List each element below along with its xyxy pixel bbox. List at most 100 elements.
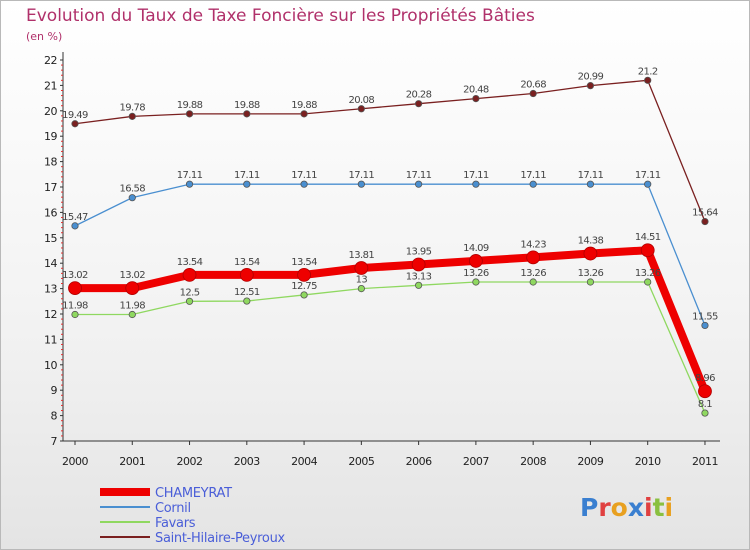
data-point xyxy=(586,180,595,188)
data-label: 13.26 xyxy=(635,268,661,279)
data-label: 17.11 xyxy=(578,170,604,181)
data-label: 19.88 xyxy=(177,100,203,111)
x-tick-label: 2001 xyxy=(119,455,145,468)
data-point xyxy=(185,110,194,118)
x-tick-label: 2009 xyxy=(577,455,603,468)
data-point xyxy=(68,281,82,295)
data-point xyxy=(644,76,652,84)
data-label: 20.48 xyxy=(463,85,489,96)
data-point xyxy=(472,180,480,188)
y-tick-label: 7 xyxy=(51,435,58,448)
data-point xyxy=(644,180,652,188)
data-point xyxy=(701,217,709,226)
data-label: 13.54 xyxy=(291,257,317,268)
y-tick-label: 18 xyxy=(44,156,57,169)
data-label: 13.02 xyxy=(119,270,145,281)
data-point xyxy=(125,281,140,295)
data-point xyxy=(300,110,308,118)
data-label: 13 xyxy=(356,275,368,286)
data-point xyxy=(128,194,136,202)
data-label: 12.75 xyxy=(291,281,317,292)
x-tick-label: 2005 xyxy=(348,455,374,468)
data-point xyxy=(300,291,308,299)
data-label: 17.11 xyxy=(234,170,260,181)
data-label: 11.98 xyxy=(119,301,145,312)
data-point xyxy=(586,82,595,90)
data-point xyxy=(357,284,365,293)
data-point xyxy=(185,297,194,305)
data-point xyxy=(71,310,79,319)
data-label: 15.64 xyxy=(692,208,718,219)
data-label: 12.5 xyxy=(180,287,200,298)
data-label: 13.81 xyxy=(349,250,375,261)
data-label: 14.51 xyxy=(635,232,661,243)
unit-label: (en %) xyxy=(26,30,62,43)
data-point xyxy=(468,254,483,268)
y-tick-label: 21 xyxy=(44,79,57,92)
x-tick-label: 2002 xyxy=(177,455,203,468)
data-point xyxy=(415,281,423,289)
data-point xyxy=(182,267,197,282)
data-label: 20.28 xyxy=(406,90,432,101)
x-tick-label: 2010 xyxy=(635,455,661,468)
data-label: 17.11 xyxy=(177,170,203,181)
data-point xyxy=(128,310,136,319)
data-label: 16.58 xyxy=(119,184,145,195)
y-tick-label: 16 xyxy=(44,206,57,219)
data-point xyxy=(71,120,79,128)
x-tick-label: 2000 xyxy=(62,455,88,468)
legend-label: CHAMEYRAT xyxy=(155,486,232,501)
legend-label: Favars xyxy=(155,516,196,531)
data-label: 17.11 xyxy=(635,170,661,181)
data-point xyxy=(71,222,79,230)
data-point xyxy=(239,267,254,282)
x-tick-label: 2008 xyxy=(520,455,546,468)
data-point xyxy=(357,105,365,113)
data-point xyxy=(411,257,426,272)
data-point xyxy=(640,243,655,258)
y-tick-label: 8 xyxy=(51,410,58,423)
data-label: 14.38 xyxy=(578,236,604,247)
data-point xyxy=(128,112,136,120)
data-label: 13.02 xyxy=(62,270,88,281)
x-tick-label: 2007 xyxy=(463,455,489,468)
data-point xyxy=(701,321,709,330)
data-point xyxy=(529,89,537,98)
x-tick-label: 2006 xyxy=(406,455,432,468)
y-tick-label: 22 xyxy=(44,54,57,67)
y-tick-label: 12 xyxy=(44,308,57,321)
y-tick-label: 20 xyxy=(44,105,57,118)
data-label: 13.26 xyxy=(520,268,546,279)
data-point xyxy=(644,278,652,286)
data-point xyxy=(357,180,365,188)
data-label: 17.11 xyxy=(463,170,489,181)
data-label: 20.08 xyxy=(349,95,375,106)
data-point xyxy=(243,180,251,188)
data-point xyxy=(297,267,311,282)
y-tick-label: 13 xyxy=(44,283,57,296)
data-label: 19.49 xyxy=(62,110,88,121)
x-tick-label: 2004 xyxy=(291,455,317,468)
data-label: 13.54 xyxy=(234,257,260,268)
data-label: 11.55 xyxy=(692,311,718,322)
series-line-favars xyxy=(74,281,706,414)
y-tick-label: 14 xyxy=(44,257,57,270)
data-label: 17.11 xyxy=(406,170,432,181)
data-label: 14.09 xyxy=(463,243,489,254)
data-label: 11.98 xyxy=(62,301,88,312)
y-tick-label: 17 xyxy=(44,181,57,194)
data-label: 12.51 xyxy=(234,287,260,298)
data-point xyxy=(415,100,423,108)
data-label: 8.1 xyxy=(698,399,712,410)
series-line-cornil xyxy=(74,183,706,327)
x-tick-label: 2011 xyxy=(692,455,718,468)
data-label: 19.88 xyxy=(234,100,260,111)
data-point xyxy=(526,250,541,265)
legend-label: Cornil xyxy=(155,501,191,516)
data-label: 13.26 xyxy=(463,268,489,279)
data-label: 17.11 xyxy=(520,170,546,181)
data-label: 15.47 xyxy=(62,212,88,223)
data-point xyxy=(586,278,595,286)
data-point xyxy=(529,180,537,188)
